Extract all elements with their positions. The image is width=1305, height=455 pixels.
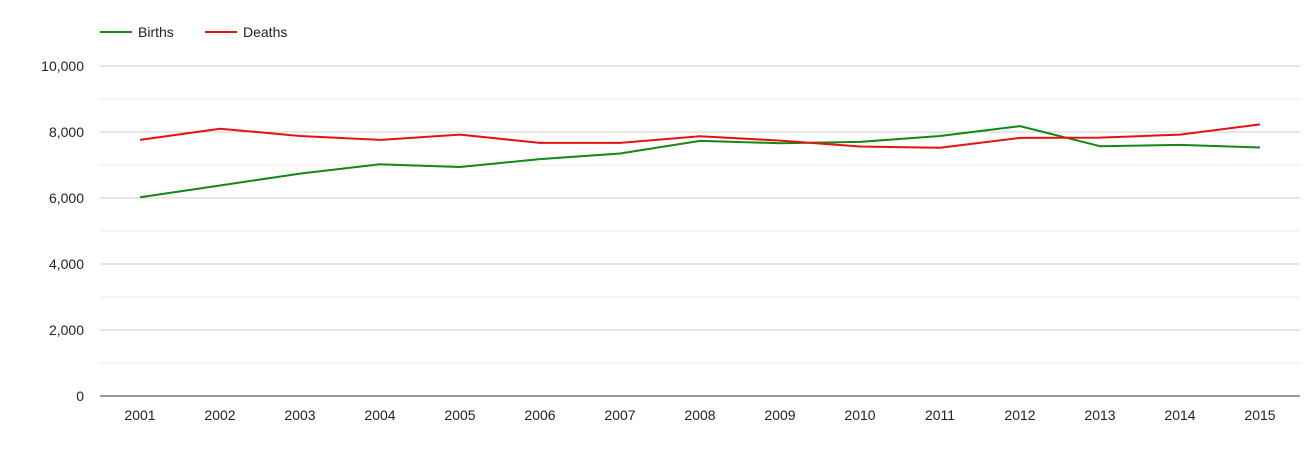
x-tick-label: 2010	[844, 407, 875, 423]
x-tick-label: 2002	[204, 407, 235, 423]
x-tick-label: 2014	[1164, 407, 1195, 423]
y-axis: 0 2,000 4,000 6,000 8,000 10,000	[41, 58, 84, 404]
x-tick-label: 2012	[1004, 407, 1035, 423]
y-tick-label: 10,000	[41, 58, 84, 74]
legend: Births Deaths	[100, 24, 287, 40]
x-tick-label: 2005	[444, 407, 475, 423]
x-tick-label: 2015	[1244, 407, 1275, 423]
gridlines	[100, 65, 1300, 364]
x-tick-label: 2006	[524, 407, 555, 423]
x-tick-label: 2009	[764, 407, 795, 423]
x-tick-label: 2013	[1084, 407, 1115, 423]
x-tick-label: 2003	[284, 407, 315, 423]
x-tick-label: 2008	[684, 407, 715, 423]
y-tick-label: 0	[76, 388, 84, 404]
series-line-deaths	[139, 123, 1261, 149]
legend-item-births: Births	[100, 24, 174, 40]
legend-item-deaths: Deaths	[205, 24, 287, 40]
y-tick-label: 4,000	[49, 256, 84, 272]
legend-label-births: Births	[138, 24, 174, 40]
y-tick-label: 8,000	[49, 124, 84, 140]
y-tick-label: 2,000	[49, 322, 84, 338]
x-tick-label: 2007	[604, 407, 635, 423]
x-tick-label: 2011	[925, 407, 955, 423]
series-line-births	[139, 125, 1261, 199]
legend-label-deaths: Deaths	[243, 24, 287, 40]
plot-series	[139, 123, 1261, 199]
y-tick-label: 6,000	[49, 190, 84, 206]
x-tick-label: 2004	[364, 407, 395, 423]
x-axis: 2001 2002 2003 2004 2005 2006 2007 2008 2009 2010…	[100, 395, 1300, 423]
x-tick-label: 2001	[124, 407, 155, 423]
